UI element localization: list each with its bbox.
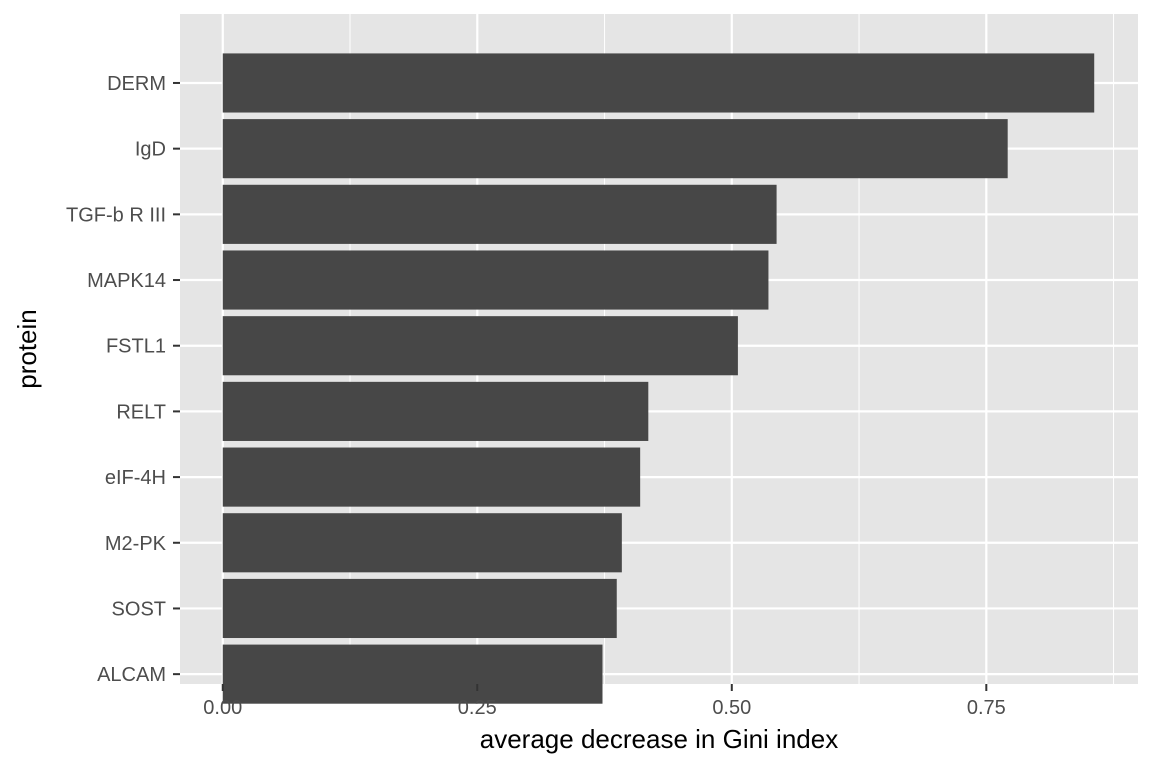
y-tick-label: eIF-4H bbox=[105, 467, 166, 489]
y-tick-label: FSTL1 bbox=[106, 336, 166, 358]
y-axis-title: protein bbox=[12, 309, 42, 389]
bar bbox=[222, 644, 603, 704]
y-tick-label: DERM bbox=[107, 73, 166, 95]
bar bbox=[222, 447, 641, 507]
x-axis: 0.00 0.25 0.50 0.75 bbox=[203, 684, 1006, 719]
bar bbox=[222, 381, 649, 441]
bar bbox=[222, 250, 769, 310]
bar bbox=[222, 316, 738, 376]
y-tick-label: M2-PK bbox=[105, 533, 167, 555]
x-tick-label: 0.50 bbox=[712, 697, 751, 719]
y-tick-label: SOST bbox=[112, 598, 166, 620]
bar bbox=[222, 513, 622, 573]
y-tick-label: TGF-b R III bbox=[66, 204, 166, 226]
y-tick-label: RELT bbox=[116, 401, 166, 423]
bar bbox=[222, 578, 617, 639]
bar bbox=[222, 53, 1095, 113]
x-axis-title: average decrease in Gini index bbox=[480, 724, 838, 754]
y-axis: DERM IgD TGF-b R III MAPK14 FSTL1 RELT eIF-4H M… bbox=[66, 73, 180, 686]
y-tick-label: ALCAM bbox=[97, 664, 166, 686]
y-tick-label: MAPK14 bbox=[87, 270, 166, 292]
bar bbox=[222, 119, 1008, 179]
y-tick-label: IgD bbox=[135, 139, 166, 161]
bar bbox=[222, 184, 777, 244]
x-tick-label: 0.00 bbox=[203, 697, 242, 719]
bars bbox=[222, 53, 1095, 704]
x-tick-label: 0.75 bbox=[967, 697, 1006, 719]
x-tick-label: 0.25 bbox=[458, 697, 497, 719]
